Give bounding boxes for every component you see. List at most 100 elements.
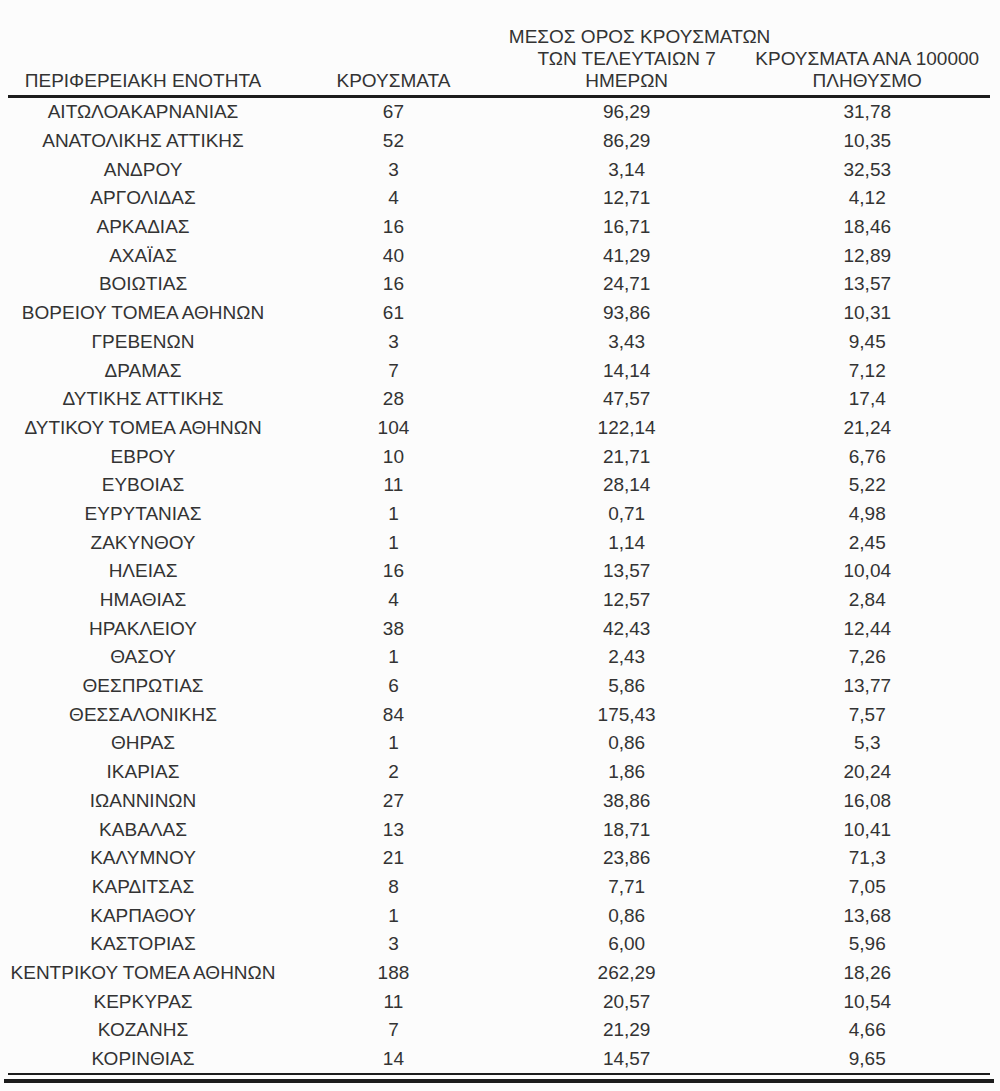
avg7-cell: 96,29 — [509, 97, 745, 127]
per100k-cell: 12,89 — [744, 241, 990, 270]
table-body: ΑΙΤΩΛΟΑΚΑΡΝΑΝΙΑΣ6796,2931,78ΑΝΑΤΟΛΙΚΗΣ Α… — [8, 97, 990, 1075]
per100k-cell: 6,76 — [744, 442, 990, 471]
region-cell: ΕΥΡΥΤΑΝΙΑΣ — [8, 500, 278, 529]
avg7-cell: 3,14 — [509, 155, 745, 184]
per100k-cell: 16,08 — [744, 787, 990, 816]
region-cell: ΘΗΡΑΣ — [8, 729, 278, 758]
table-row: ΑΡΓΟΛΙΔΑΣ412,714,12 — [8, 184, 990, 213]
cases-cell: 40 — [278, 241, 509, 270]
table-row: ΚΟΡΙΝΘΙΑΣ1414,579,65 — [8, 1045, 990, 1075]
per100k-cell: 4,12 — [744, 184, 990, 213]
region-cell: ΗΛΕΙΑΣ — [8, 557, 278, 586]
region-cell: ΗΜΑΘΙΑΣ — [8, 586, 278, 615]
per100k-cell: 4,98 — [744, 500, 990, 529]
region-cell: ΑΙΤΩΛΟΑΚΑΡΝΑΝΙΑΣ — [8, 97, 278, 127]
table-row: ΙΚΑΡΙΑΣ21,8620,24 — [8, 758, 990, 787]
table-row: ΚΑΣΤΟΡΙΑΣ36,005,96 — [8, 930, 990, 959]
table-row: ΘΕΣΣΑΛΟΝΙΚΗΣ84175,437,57 — [8, 700, 990, 729]
avg7-cell: 12,71 — [509, 184, 745, 213]
cases-cell: 67 — [278, 97, 509, 127]
region-cell: ΕΒΡΟΥ — [8, 442, 278, 471]
cases-cell: 21 — [278, 844, 509, 873]
table-row: ΕΥΒΟΙΑΣ1128,145,22 — [8, 471, 990, 500]
table-row: ΚΕΝΤΡΙΚΟΥ ΤΟΜΕΑ ΑΘΗΝΩΝ188262,2918,26 — [8, 959, 990, 988]
cases-cell: 3 — [278, 328, 509, 357]
cases-cell: 6 — [278, 672, 509, 701]
table-row: ΖΑΚΥΝΘΟΥ11,142,45 — [8, 528, 990, 557]
table-row: ΚΑΡΔΙΤΣΑΣ87,717,05 — [8, 873, 990, 902]
cases-cell: 104 — [278, 414, 509, 443]
region-cell: ΚΑΣΤΟΡΙΑΣ — [8, 930, 278, 959]
header-avg7-line3: ΗΜΕΡΩΝ — [509, 70, 745, 92]
per100k-cell: 9,65 — [744, 1045, 990, 1075]
table-row: ΔΥΤΙΚΗΣ ΑΤΤΙΚΗΣ2847,5717,4 — [8, 385, 990, 414]
per100k-cell: 18,26 — [744, 959, 990, 988]
avg7-cell: 6,00 — [509, 930, 745, 959]
table-row: ΙΩΑΝΝΙΝΩΝ2738,8616,08 — [8, 787, 990, 816]
cases-cell: 16 — [278, 557, 509, 586]
region-cell: ΙΚΑΡΙΑΣ — [8, 758, 278, 787]
cases-cell: 84 — [278, 700, 509, 729]
per100k-cell: 2,84 — [744, 586, 990, 615]
per100k-cell: 10,04 — [744, 557, 990, 586]
avg7-cell: 16,71 — [509, 213, 745, 242]
cases-cell: 16 — [278, 270, 509, 299]
per100k-cell: 71,3 — [744, 844, 990, 873]
region-cell: ΔΥΤΙΚΟΥ ΤΟΜΕΑ ΑΘΗΝΩΝ — [8, 414, 278, 443]
per100k-cell: 7,12 — [744, 356, 990, 385]
per100k-cell: 10,31 — [744, 299, 990, 328]
table-row: ΗΛΕΙΑΣ1613,5710,04 — [8, 557, 990, 586]
region-cell: ΒΟΡΕΙΟΥ ΤΟΜΕΑ ΑΘΗΝΩΝ — [8, 299, 278, 328]
avg7-cell: 2,43 — [509, 643, 745, 672]
per100k-cell: 5,3 — [744, 729, 990, 758]
table-row: ΑΝΔΡΟΥ33,1432,53 — [8, 155, 990, 184]
region-cell: ΓΡΕΒΕΝΩΝ — [8, 328, 278, 357]
region-cell: ΔΡΑΜΑΣ — [8, 356, 278, 385]
table-row: ΚΑΛΥΜΝΟΥ2123,8671,3 — [8, 844, 990, 873]
table-row: ΑΧΑΪΑΣ4041,2912,89 — [8, 241, 990, 270]
per100k-cell: 12,44 — [744, 614, 990, 643]
region-cell: ΙΩΑΝΝΙΝΩΝ — [8, 787, 278, 816]
per100k-cell: 7,57 — [744, 700, 990, 729]
avg7-cell: 12,57 — [509, 586, 745, 615]
cases-cell: 1 — [278, 729, 509, 758]
region-cell: ΖΑΚΥΝΘΟΥ — [8, 528, 278, 557]
cases-cell: 8 — [278, 873, 509, 902]
per100k-cell: 4,66 — [744, 1016, 990, 1045]
avg7-cell: 42,43 — [509, 614, 745, 643]
avg7-cell: 13,57 — [509, 557, 745, 586]
table-row: ΚΟΖΑΝΗΣ721,294,66 — [8, 1016, 990, 1045]
cases-cell: 1 — [278, 643, 509, 672]
per100k-cell: 13,77 — [744, 672, 990, 701]
table-row: ΚΑΡΠΑΘΟΥ10,8613,68 — [8, 901, 990, 930]
avg7-cell: 14,57 — [509, 1045, 745, 1075]
region-cell: ΚΟΖΑΝΗΣ — [8, 1016, 278, 1045]
region-cell: ΚΑΒΑΛΑΣ — [8, 815, 278, 844]
avg7-cell: 5,86 — [509, 672, 745, 701]
header-per100k: ΚΡΟΥΣΜΑΤΑ ΑΝΑ 100000 ΠΛΗΘΥΣΜΟ — [744, 26, 990, 97]
region-cell: ΒΟΙΩΤΙΑΣ — [8, 270, 278, 299]
header-cases: ΚΡΟΥΣΜΑΤΑ — [278, 26, 509, 97]
table-row: ΘΕΣΠΡΩΤΙΑΣ65,8613,77 — [8, 672, 990, 701]
per100k-cell: 10,54 — [744, 987, 990, 1016]
avg7-cell: 1,86 — [509, 758, 745, 787]
regional-cases-table: ΠΕΡΙΦΕΡΕΙΑΚΗ ΕΝΟΤΗΤΑ ΚΡΟΥΣΜΑΤΑ ΜΕΣΟΣ ΟΡΟ… — [8, 26, 990, 1075]
table-row: ΑΡΚΑΔΙΑΣ1616,7118,46 — [8, 213, 990, 242]
avg7-cell: 18,71 — [509, 815, 745, 844]
table-row: ΑΙΤΩΛΟΑΚΑΡΝΑΝΙΑΣ6796,2931,78 — [8, 97, 990, 127]
header-region: ΠΕΡΙΦΕΡΕΙΑΚΗ ΕΝΟΤΗΤΑ — [8, 26, 278, 97]
report-table-page: ΠΕΡΙΦΕΡΕΙΑΚΗ ΕΝΟΤΗΤΑ ΚΡΟΥΣΜΑΤΑ ΜΕΣΟΣ ΟΡΟ… — [0, 26, 1000, 1091]
header-per100k-line1: ΚΡΟΥΣΜΑΤΑ ΑΝΑ 100000 — [744, 48, 990, 70]
table-row: ΓΡΕΒΕΝΩΝ33,439,45 — [8, 328, 990, 357]
avg7-cell: 24,71 — [509, 270, 745, 299]
region-cell: ΑΧΑΪΑΣ — [8, 241, 278, 270]
avg7-cell: 0,86 — [509, 729, 745, 758]
per100k-cell: 31,78 — [744, 97, 990, 127]
region-cell: ΚΕΡΚΥΡΑΣ — [8, 987, 278, 1016]
avg7-cell: 41,29 — [509, 241, 745, 270]
avg7-cell: 1,14 — [509, 528, 745, 557]
cases-cell: 4 — [278, 184, 509, 213]
region-cell: ΚΕΝΤΡΙΚΟΥ ΤΟΜΕΑ ΑΘΗΝΩΝ — [8, 959, 278, 988]
header-region-label: ΠΕΡΙΦΕΡΕΙΑΚΗ ΕΝΟΤΗΤΑ — [8, 70, 278, 92]
cases-cell: 2 — [278, 758, 509, 787]
